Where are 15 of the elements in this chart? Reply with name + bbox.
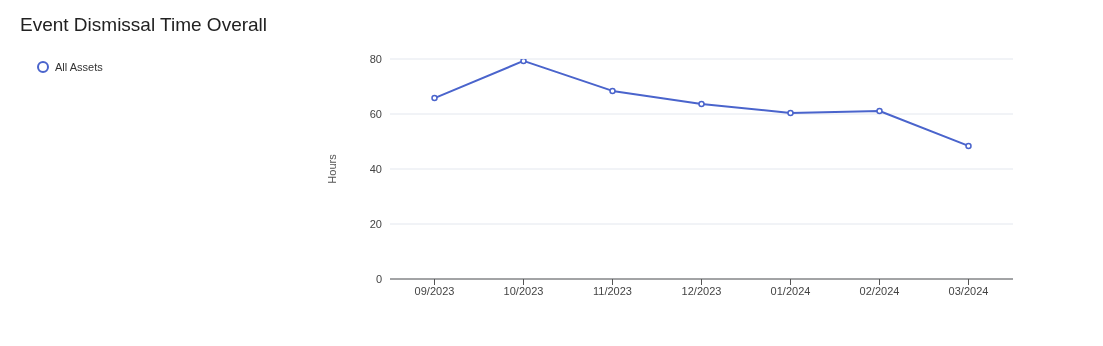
x-tick-label: 10/2023 bbox=[503, 284, 544, 297]
x-tick-label: 02/2024 bbox=[859, 284, 900, 297]
legend-label: All Assets bbox=[55, 61, 103, 73]
y-tick-label: 40 bbox=[369, 162, 382, 175]
y-tick-label: 20 bbox=[369, 217, 382, 230]
text: Event Dismissal Time Overall bbox=[20, 14, 268, 36]
x-tick-label: 01/2024 bbox=[770, 284, 811, 297]
y-tick-label: 60 bbox=[369, 107, 382, 120]
x-tick-label: 09/2023 bbox=[414, 284, 455, 297]
y-tick-label: 80 bbox=[369, 52, 382, 65]
x-tick-label: 03/2024 bbox=[948, 284, 989, 297]
x-tick-label: 11/2023 bbox=[593, 284, 632, 297]
x-tick-label: 12/2023 bbox=[681, 284, 722, 297]
y-tick-label: 0 bbox=[375, 272, 382, 285]
y-axis-title: Hours bbox=[325, 153, 338, 184]
